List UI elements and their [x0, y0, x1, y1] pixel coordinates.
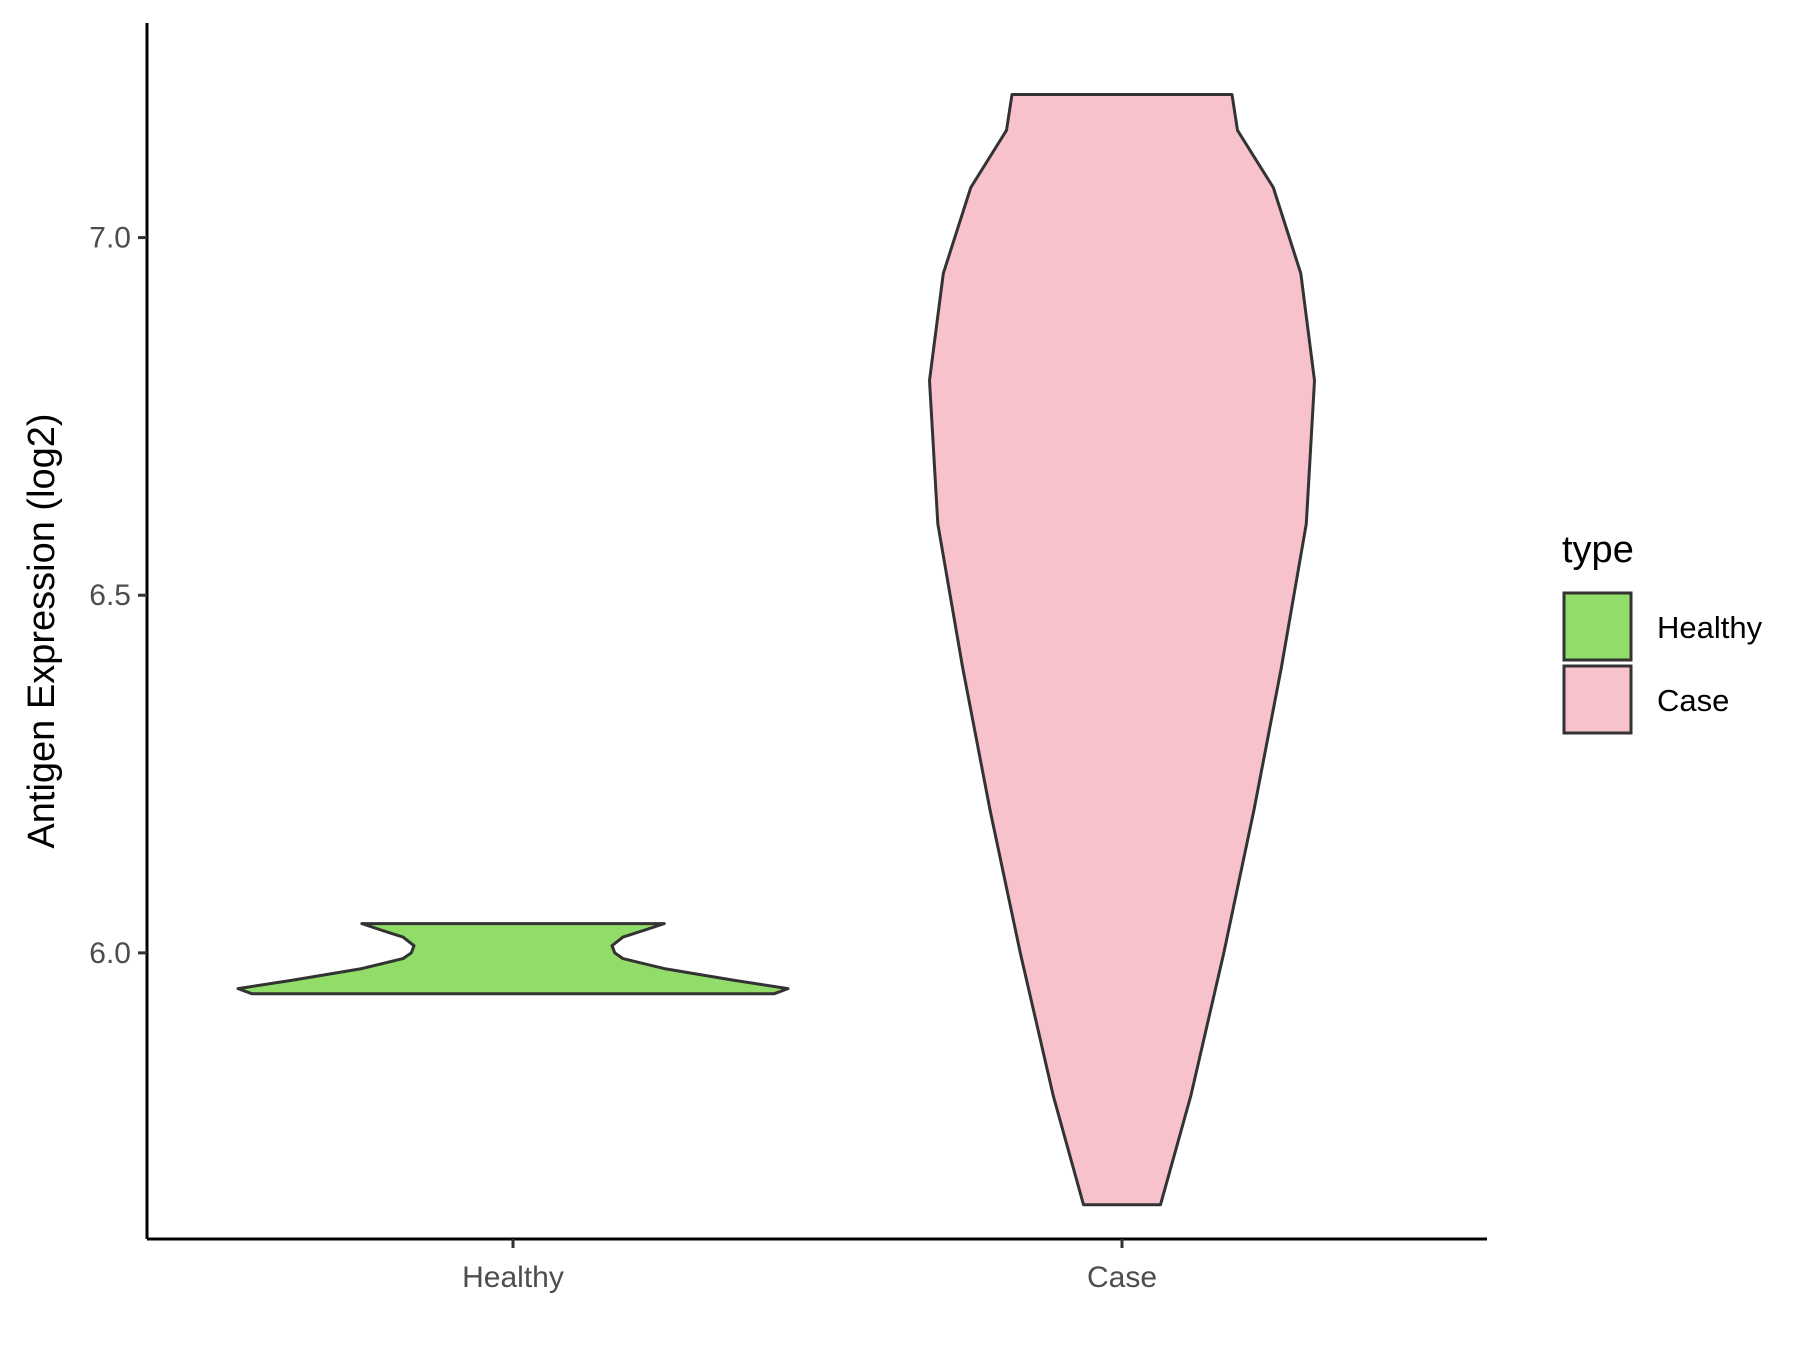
legend-label-case: Case: [1657, 683, 1729, 718]
violin-layer: [236, 93, 1316, 1207]
y-axis-title: Antigen Expression (log2): [21, 413, 63, 848]
legend-swatch-case: [1562, 664, 1633, 735]
y-tick-label: 6.5: [89, 579, 131, 612]
y-ticks: 6.0 6.5 7.0: [89, 222, 147, 970]
y-tick-label: 7.0: [89, 222, 131, 255]
violin-healthy: [236, 922, 790, 996]
legend-swatch-healthy: [1562, 591, 1633, 662]
violin-case: [928, 93, 1316, 1207]
legend: type Healthy Case: [1562, 529, 1763, 735]
y-tick-label: 6.0: [89, 937, 131, 970]
legend-title: type: [1562, 529, 1634, 571]
x-ticks: Healthy Case: [462, 1239, 1157, 1294]
x-tick-label: Healthy: [462, 1261, 564, 1294]
legend-label-healthy: Healthy: [1657, 610, 1763, 645]
x-tick-label: Case: [1087, 1261, 1157, 1294]
